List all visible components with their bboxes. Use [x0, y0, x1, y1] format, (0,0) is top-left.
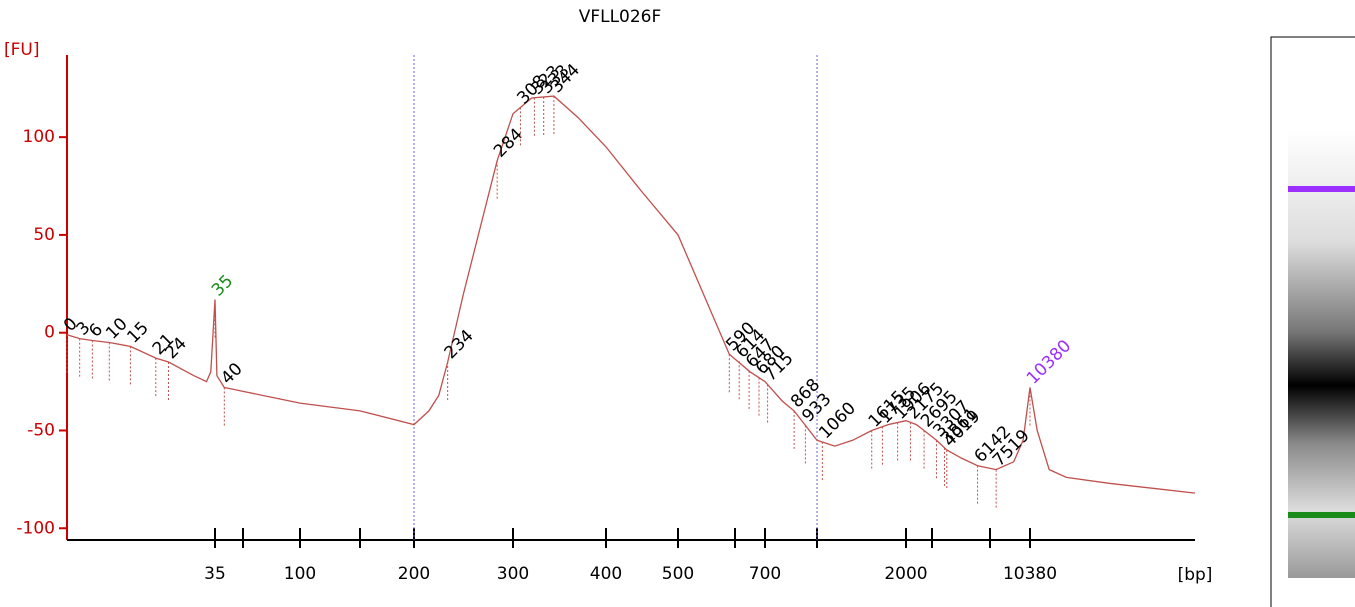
y-axis-label: [FU] — [4, 40, 40, 60]
y-tick-label: 100 — [23, 127, 55, 147]
gel-band — [1288, 512, 1355, 518]
peak-label: 35 — [208, 271, 237, 300]
gel-band — [1288, 186, 1355, 192]
x-tick-label: 10380 — [1003, 564, 1057, 584]
x-tick-label: 2000 — [884, 564, 927, 584]
peak-label: 15 — [123, 318, 152, 347]
x-tick-label: 700 — [749, 564, 781, 584]
chart-title: VFLL026F — [579, 7, 662, 27]
y-tick-label: -50 — [27, 420, 55, 440]
x-tick-label: 300 — [497, 564, 529, 584]
x-axis-label: [bp] — [1178, 565, 1213, 585]
trace — [66, 95, 1196, 494]
peak-label: 284 — [490, 125, 527, 162]
y-tick-label: -100 — [16, 518, 55, 538]
peak-label: 10380 — [1023, 336, 1075, 388]
x-tick-label: 100 — [284, 564, 316, 584]
peak-label: 234 — [441, 326, 478, 363]
x-tick-label: 500 — [662, 564, 694, 584]
y-tick-label: 0 — [44, 323, 55, 343]
gel-lane — [1288, 130, 1355, 578]
x-tick-label: 200 — [398, 564, 430, 584]
y-tick-label: 50 — [33, 225, 55, 245]
x-tick-label: 35 — [204, 564, 226, 584]
x-tick-label: 400 — [590, 564, 622, 584]
